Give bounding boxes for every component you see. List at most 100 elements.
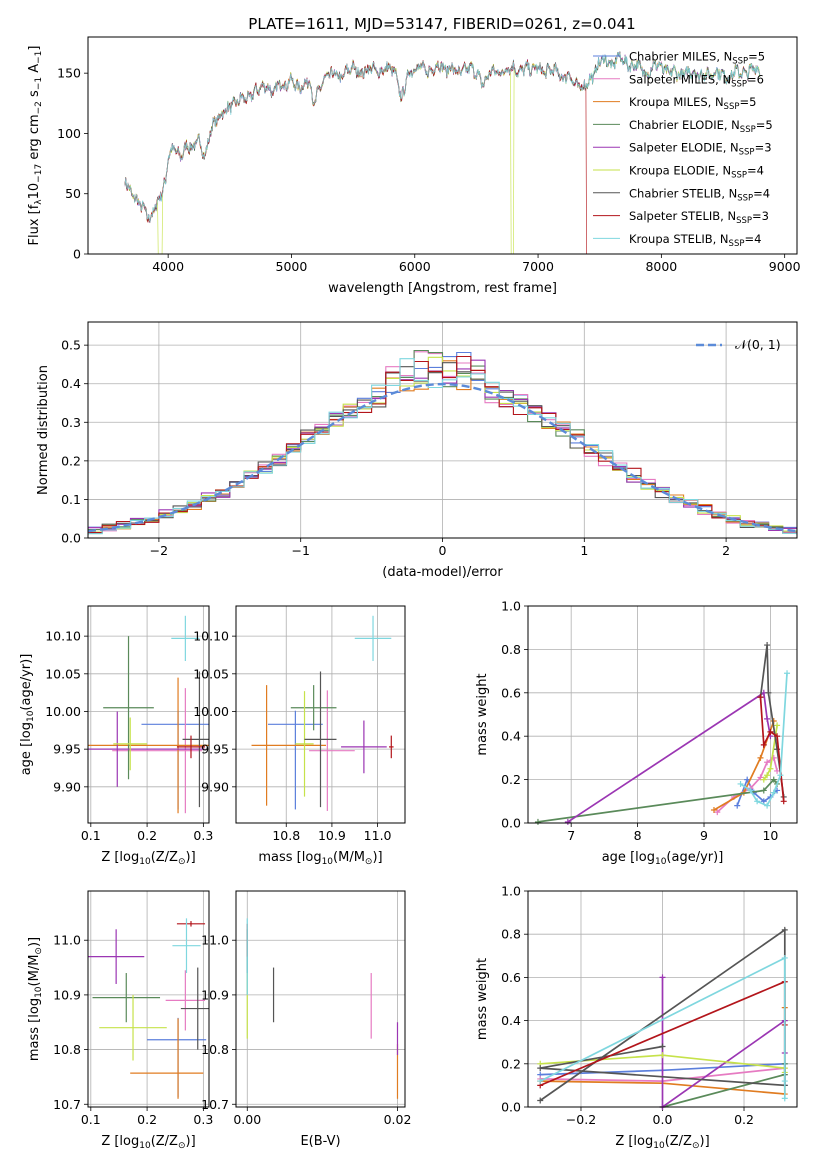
y-tick-label: 0.5 — [61, 338, 81, 353]
legend-name: Chabrier ELODIE, N — [629, 118, 740, 132]
x-tick-label: 9 — [700, 828, 708, 843]
x-tick-label: 0.3 — [193, 828, 213, 843]
y-tick-label: 10.10 — [193, 629, 229, 644]
legend-tail: =5 — [756, 118, 773, 132]
y-axis-label-part: λ — [34, 199, 44, 205]
x-tick-label: 0.2 — [137, 1112, 157, 1127]
x-tick-label: 8 — [634, 828, 642, 843]
y-tick-label: 0.1 — [61, 492, 81, 507]
x-tick-label: 8000 — [645, 259, 677, 274]
y-axis-label-part: ⊙ — [34, 947, 44, 955]
x-tick-label: −0.2 — [566, 1112, 596, 1127]
x-axis-label-part: )] — [700, 1134, 710, 1149]
y-axis-label: Normed distribution — [36, 365, 51, 495]
weight-line-4 — [567, 691, 772, 823]
legend-sub: SSP — [729, 239, 745, 249]
y-axis-label: Flux [fλ10−17 erg cm−2 s−1 A−1] — [27, 46, 44, 246]
x-axis-label-part: (Z/Z — [151, 850, 178, 865]
legend-sub: SSP — [740, 125, 756, 135]
weight-line-5 — [763, 725, 778, 781]
weight-marker-3 — [770, 776, 777, 783]
y-tick-label: 10.00 — [45, 704, 81, 719]
legend-label: Salpeter MILES, NSSP=6 — [629, 72, 764, 89]
x-axis-label-part: ⊙ — [178, 1141, 186, 1151]
x-axis-label-part: Z [log — [615, 1134, 653, 1149]
x-axis-label: Z [log10(Z/Z⊙)] — [101, 1134, 195, 1151]
x-tick-label: 0 — [439, 543, 447, 558]
x-tick-label: 4000 — [152, 259, 184, 274]
legend-sub: SSP — [739, 148, 755, 158]
x-axis-label-part: Z [log — [101, 1134, 139, 1149]
y-tick-label: 150 — [57, 66, 81, 81]
x-axis-label-part: 10 — [322, 857, 334, 867]
x-axis-label: mass [log10(M/M⊙)] — [258, 850, 382, 867]
x-tick-label: 10.8 — [272, 828, 300, 843]
axes-frame — [87, 890, 210, 1108]
histogram-lines — [88, 349, 797, 536]
legend-label: Chabrier STELIB, NSSP=4 — [629, 186, 770, 203]
x-tick-label: 5000 — [276, 259, 308, 274]
legend-label: Salpeter STELIB, NSSP=3 — [629, 209, 769, 226]
y-tick-label: 0.0 — [501, 1100, 521, 1115]
x-tick-label: 0.00 — [233, 1112, 261, 1127]
y-axis-label-part: ] — [27, 46, 42, 51]
x-axis-label: (data-model)/error — [382, 565, 503, 580]
y-tick-label: 0.6 — [501, 685, 521, 700]
weight-line-4 — [661, 977, 786, 1109]
legend-label: Kroupa MILES, NSSP=5 — [629, 95, 756, 112]
y-tick-label: 0.2 — [61, 453, 81, 468]
weight-marker-4 — [659, 974, 666, 981]
spectrum-lines — [124, 51, 761, 254]
lines-weight-vs-Z — [537, 926, 788, 1110]
weight-marker-8 — [537, 1078, 544, 1085]
legend-sub: SSP — [731, 171, 747, 181]
y-tick-label: 9.95 — [53, 742, 81, 757]
y-tick-label: 0.2 — [501, 1056, 521, 1071]
x-tick-label: 0.02 — [384, 1112, 412, 1127]
legend-sub: SSP — [737, 193, 753, 203]
legend-tail: =4 — [744, 232, 761, 246]
y-axis-label-part: A — [27, 64, 42, 77]
axes-mass-vs-EBV: 0.00 0.02 10.7 10.8 10.9 11.0 E(B-V) — [201, 890, 412, 1149]
y-axis-label: mass [log10(M/M⊙)] — [27, 937, 44, 1061]
legend-name: Salpeter MILES, N — [629, 72, 731, 86]
weight-marker-5 — [764, 772, 771, 779]
y-axis-label: mass weight — [475, 673, 490, 755]
weight-marker-5 — [774, 722, 781, 729]
legend-name: Kroupa ELODIE, N — [629, 164, 731, 178]
weight-marker-5 — [760, 776, 767, 783]
axes-frame — [87, 605, 210, 824]
x-tick-label: 1 — [580, 543, 588, 558]
x-axis-label: age [log10(age/yr)] — [602, 850, 724, 867]
x-axis-label-part: (age/yr)] — [666, 850, 723, 865]
spectrum-line-7 — [124, 59, 587, 254]
y-tick-label: 0.4 — [61, 376, 81, 391]
weight-marker-8 — [747, 787, 754, 794]
y-tick-label: 0.3 — [61, 415, 81, 430]
weight-marker-7 — [757, 694, 764, 701]
x-axis-label-part: (M/M — [333, 850, 365, 865]
y-tick-label: 0 — [73, 247, 81, 262]
weight-marker-5 — [767, 765, 774, 772]
x-axis-label-part: )] — [372, 850, 382, 865]
y-axis-label-part: −2 — [34, 101, 44, 114]
weight-line-3 — [537, 778, 778, 823]
y-tick-label: 10.8 — [53, 1042, 81, 1057]
y-tick-label: 100 — [57, 126, 81, 141]
x-axis-label-part: Z [log — [101, 850, 139, 865]
x-axis-label-part: ⊙ — [178, 857, 186, 867]
legend-label: Salpeter ELODIE, NSSP=3 — [629, 141, 772, 158]
x-tick-label: 0.3 — [193, 1112, 213, 1127]
y-tick-label: 0.6 — [501, 970, 521, 985]
legend-name: Chabrier STELIB, N — [629, 186, 737, 200]
weight-marker-6 — [537, 1065, 544, 1072]
weight-marker-6 — [781, 926, 788, 933]
weight-marker-7 — [760, 741, 767, 748]
x-tick-label: 0.0 — [653, 1112, 673, 1127]
axes-frame — [87, 321, 798, 539]
x-axis-label-part: )] — [186, 850, 196, 865]
